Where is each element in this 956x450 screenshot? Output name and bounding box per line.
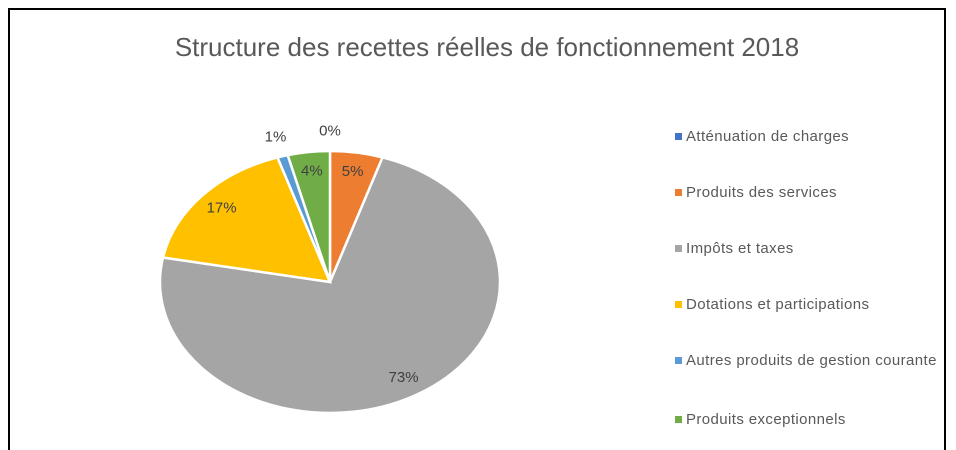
- pie-slice: [158, 155, 502, 415]
- legend-item: Dotations et participations: [675, 295, 945, 314]
- data-label: 5%: [342, 163, 364, 180]
- legend-item: Produits exceptionnels: [675, 410, 945, 429]
- legend-label: Atténuation de charges: [686, 128, 850, 145]
- legend-label: Produits des services: [686, 184, 837, 201]
- legend-swatch: [675, 133, 682, 140]
- data-label: 4%: [301, 162, 323, 179]
- legend-item: Impôts et taxes: [675, 239, 945, 258]
- pie-slice: [161, 155, 333, 284]
- pie-slice: [286, 149, 332, 283]
- legend-label: Produits exceptionnels: [686, 411, 846, 428]
- legend-label: Dotations et participations: [686, 296, 870, 313]
- legend-swatch: [675, 189, 682, 196]
- legend-item: Autres produits de gestion courante: [675, 351, 945, 370]
- chart-title: Structure des recettes réelles de foncti…: [174, 32, 800, 62]
- legend-swatch: [675, 357, 682, 364]
- data-label: 17%: [207, 199, 237, 216]
- legend-swatch: [675, 416, 682, 423]
- legend-label: Autres produits de gestion courante: [686, 352, 937, 369]
- legend-item: Produits des services: [675, 183, 945, 202]
- legend-label: Impôts et taxes: [686, 240, 794, 257]
- legend-swatch: [675, 245, 682, 252]
- data-label: 73%: [389, 369, 419, 386]
- legend-item: Atténuation de charges: [675, 127, 945, 146]
- chart-frame: [8, 8, 946, 450]
- data-label: 0%: [319, 122, 341, 139]
- legend-swatch: [675, 301, 682, 308]
- data-label: 1%: [265, 128, 287, 145]
